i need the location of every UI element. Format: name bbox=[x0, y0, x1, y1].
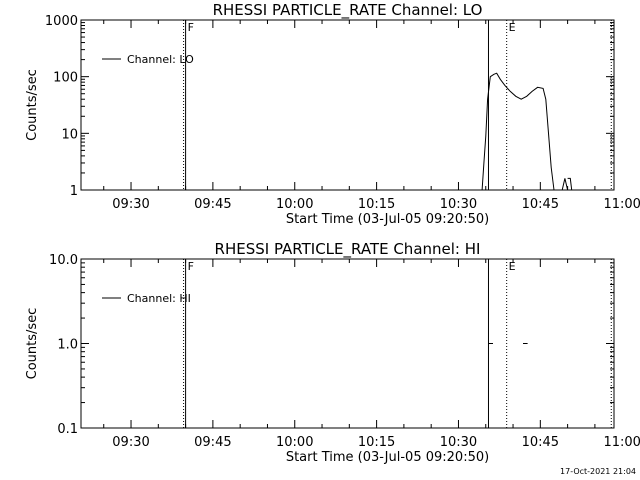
x-tick-label: 09:30 bbox=[112, 435, 149, 450]
x-tick-label: 10:15 bbox=[358, 435, 395, 450]
chart-panel-2: RHESSI PARTICLE_RATE Channel: HI 09:30 09:… bbox=[25, 240, 640, 465]
plot-frame bbox=[80, 258, 615, 429]
flag-label: F bbox=[188, 260, 194, 273]
chart-panel-1: RHESSI PARTICLE_RATE Channel: LO 09:30 09:… bbox=[25, 1, 640, 227]
footer-timestamp: 17-Oct-2021 21:04 bbox=[560, 467, 636, 476]
plot-frame bbox=[80, 19, 615, 191]
x-tick-label: 10:00 bbox=[276, 197, 313, 212]
x-tick-label: 11:00 bbox=[603, 435, 640, 450]
y-tick-label: 0.1 bbox=[57, 422, 78, 437]
x-tick-label: 10:15 bbox=[358, 197, 395, 212]
series-line bbox=[567, 177, 573, 191]
flag-label: E bbox=[509, 260, 516, 273]
y-tick-label: 10 bbox=[61, 127, 78, 142]
x-tick-label: 10:30 bbox=[440, 197, 477, 212]
legend-label: Channel: HI bbox=[127, 292, 191, 305]
x-tick-label: 10:30 bbox=[440, 435, 477, 450]
y-tick-label: 1000 bbox=[45, 14, 78, 29]
x-tick-label: 09:30 bbox=[112, 197, 149, 212]
series-line bbox=[481, 72, 555, 191]
y-axis-label: Counts/sec bbox=[25, 308, 40, 380]
x-tick-label: 09:45 bbox=[194, 435, 231, 450]
x-axis-label: Start Time (03-Jul-05 09:20:50) bbox=[286, 450, 489, 465]
y-tick-label: 10.0 bbox=[49, 253, 78, 268]
chart-title: RHESSI PARTICLE_RATE Channel: LO bbox=[213, 1, 483, 20]
y-tick-label: 1.0 bbox=[57, 338, 78, 353]
chart-title: RHESSI PARTICLE_RATE Channel: HI bbox=[215, 240, 481, 259]
series-line bbox=[561, 178, 569, 191]
x-tick-label: 11:00 bbox=[603, 197, 640, 212]
x-tick-label: 10:45 bbox=[522, 197, 559, 212]
x-axis-label: Start Time (03-Jul-05 09:20:50) bbox=[286, 212, 489, 227]
x-tick-label: 10:45 bbox=[522, 435, 559, 450]
y-axis-label: Counts/sec bbox=[25, 69, 40, 141]
legend-label: Channel: LO bbox=[127, 53, 194, 66]
flag-label: E bbox=[509, 21, 516, 34]
flag-label: F bbox=[188, 21, 194, 34]
y-tick-label: 100 bbox=[53, 71, 78, 86]
y-tick-label: 1 bbox=[70, 184, 78, 199]
x-tick-label: 10:00 bbox=[276, 435, 313, 450]
x-tick-label: 09:45 bbox=[194, 197, 231, 212]
